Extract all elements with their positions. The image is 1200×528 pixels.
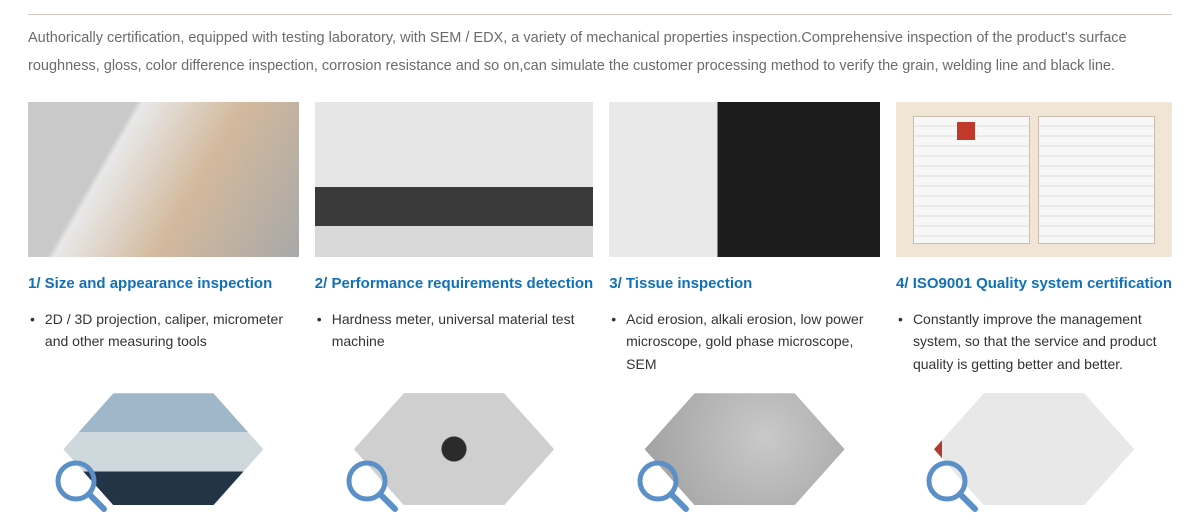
title-size-inspection: 1/ Size and appearance inspection <box>28 275 299 292</box>
bullet-dot: • <box>609 308 626 375</box>
magnifier-icon <box>50 455 110 515</box>
feature-columns: 1/ Size and appearance inspection • 2D /… <box>28 102 1172 509</box>
magnifier-icon <box>921 455 981 515</box>
bullet-dot: • <box>28 308 45 374</box>
bullet-tissue: • Acid erosion, alkali erosion, low powe… <box>609 308 880 375</box>
bullet-performance: • Hardness meter, universal material tes… <box>315 308 593 374</box>
bullet-dot: • <box>315 308 332 374</box>
title-performance: 2/ Performance requirements detection <box>315 275 593 292</box>
hex-size-inspection <box>58 389 268 509</box>
bullet-text: Hardness meter, universal material test … <box>332 308 594 374</box>
photo-size-inspection <box>28 102 299 257</box>
column-iso9001: 4/ ISO9001 Quality system certification … <box>896 102 1172 509</box>
title-iso9001: 4/ ISO9001 Quality system certification <box>896 275 1172 292</box>
bullet-text: Acid erosion, alkali erosion, low power … <box>626 308 880 375</box>
bullet-dot: • <box>896 308 913 375</box>
hex-tissue <box>640 389 850 509</box>
photo-performance <box>315 102 593 257</box>
bullet-iso9001: • Constantly improve the management syst… <box>896 308 1172 375</box>
top-divider <box>28 14 1172 15</box>
column-tissue: 3/ Tissue inspection • Acid erosion, alk… <box>609 102 880 509</box>
magnifier-icon <box>632 455 692 515</box>
column-size-inspection: 1/ Size and appearance inspection • 2D /… <box>28 102 299 509</box>
intro-paragraph: Authorically certification, equipped wit… <box>28 25 1172 80</box>
title-tissue: 3/ Tissue inspection <box>609 275 880 292</box>
bullet-size-inspection: • 2D / 3D projection, caliper, micromete… <box>28 308 299 374</box>
bullet-text: 2D / 3D projection, caliper, micrometer … <box>45 308 299 374</box>
photo-tissue <box>609 102 880 257</box>
photo-iso9001 <box>896 102 1172 257</box>
column-performance: 2/ Performance requirements detection • … <box>315 102 593 509</box>
hex-iso9001 <box>929 389 1139 509</box>
magnifier-icon <box>341 455 401 515</box>
hex-performance <box>349 389 559 509</box>
bullet-text: Constantly improve the management system… <box>913 308 1172 375</box>
